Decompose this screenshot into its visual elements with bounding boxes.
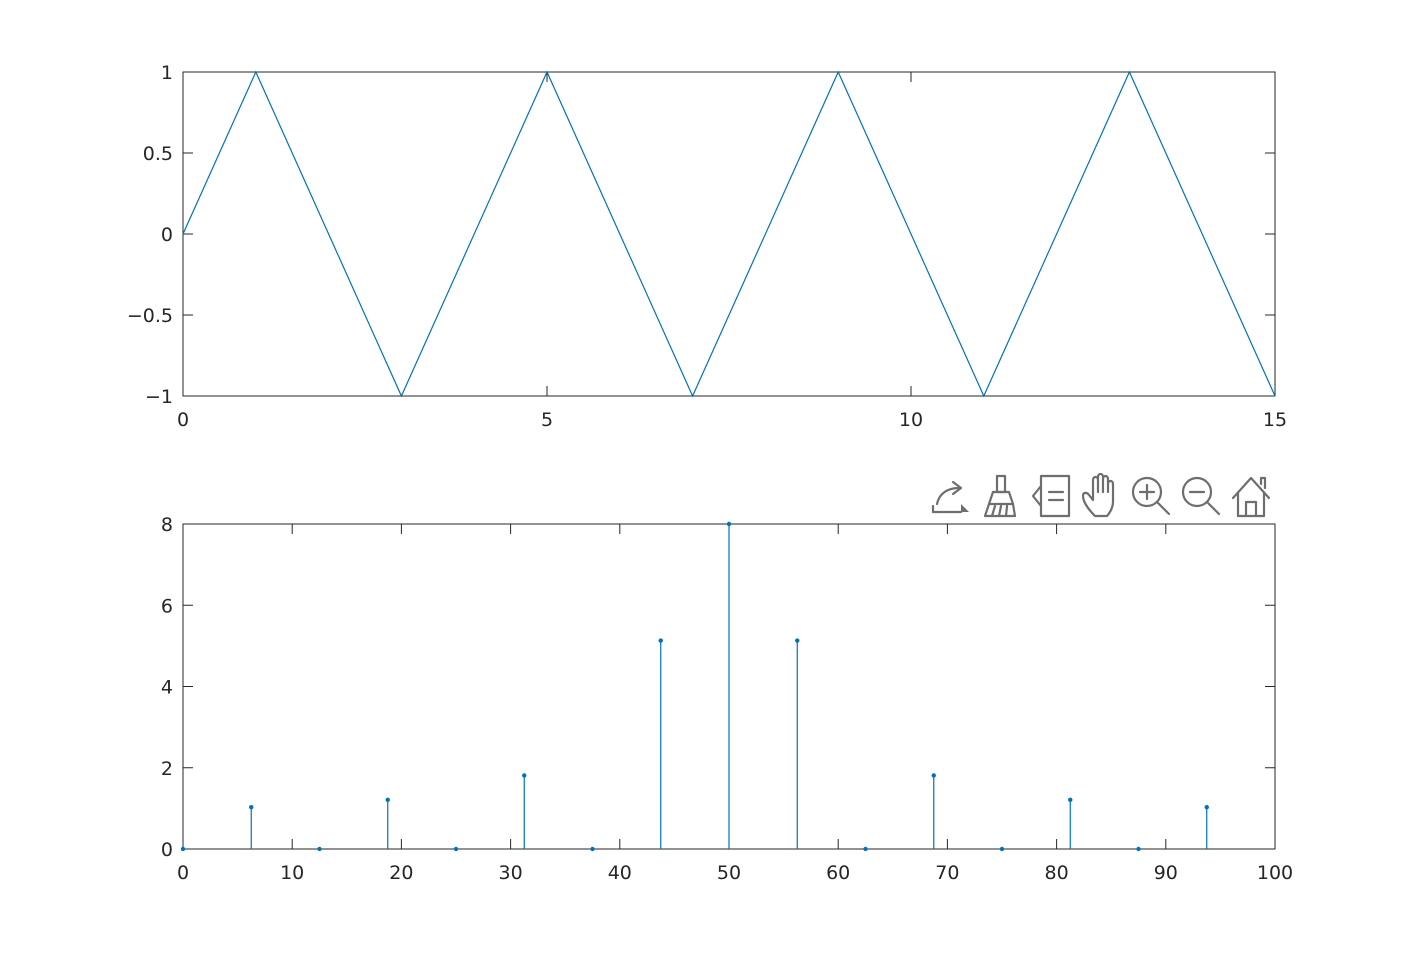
stem-marker — [1068, 798, 1072, 802]
axes-toolbar — [929, 474, 1273, 518]
y-tick-label: 1 — [161, 62, 173, 84]
stem-marker — [1205, 805, 1209, 809]
x-tick-label: 60 — [826, 862, 850, 884]
stem-marker — [727, 522, 731, 526]
home-icon[interactable] — [1229, 474, 1273, 518]
x-tick-label: 40 — [608, 862, 632, 884]
stem-marker — [454, 847, 458, 851]
y-tick-label: 0 — [161, 839, 173, 861]
zoom-in-icon[interactable] — [1129, 474, 1173, 518]
stem-marker — [386, 798, 390, 802]
x-tick-label: 5 — [541, 409, 553, 431]
x-tick-label: 50 — [717, 862, 741, 884]
y-tick-label: 0 — [161, 224, 173, 246]
x-tick-label: 70 — [935, 862, 959, 884]
x-tick-label: 100 — [1257, 862, 1293, 884]
stem-marker — [863, 847, 867, 851]
triangle-wave-line — [183, 72, 1275, 396]
x-tick-label: 30 — [499, 862, 523, 884]
y-tick-label: 8 — [161, 514, 173, 536]
axes-frame — [183, 72, 1275, 396]
stem-marker — [1000, 847, 1004, 851]
legend-icon[interactable] — [1029, 474, 1073, 518]
x-tick-label: 0 — [177, 409, 189, 431]
x-tick-label: 90 — [1154, 862, 1178, 884]
y-tick-label: 4 — [161, 677, 173, 699]
y-tick-label: −1 — [145, 386, 173, 408]
data-brush-icon[interactable] — [979, 474, 1023, 518]
zoom-out-icon[interactable] — [1179, 474, 1223, 518]
x-tick-label: 10 — [899, 409, 923, 431]
y-tick-label: 2 — [161, 758, 173, 780]
bottom-axes[interactable]: 0 10 20 30 40 50 60 70 80 90 100 0 2 4 6 8 — [161, 514, 1293, 884]
x-tick-label: 80 — [1045, 862, 1069, 884]
x-tick-label: 0 — [177, 862, 189, 884]
pan-icon-hitbox[interactable] — [1079, 474, 1123, 518]
stem-marker — [522, 773, 526, 777]
stem-marker — [659, 638, 663, 642]
pan-icon[interactable] — [1079, 474, 1123, 518]
y-tick-label: −0.5 — [127, 305, 173, 327]
stem-marker — [795, 638, 799, 642]
y-tick-label: 0.5 — [143, 143, 173, 165]
stem-marker — [249, 805, 253, 809]
x-tick-label: 10 — [280, 862, 304, 884]
stem-marker — [590, 847, 594, 851]
edit-plot-icon[interactable] — [929, 474, 973, 518]
stem-marker — [181, 847, 185, 851]
y-tick-label: 6 — [161, 595, 173, 617]
stem-marker — [1136, 847, 1140, 851]
stem-marker — [317, 847, 321, 851]
x-tick-label: 20 — [389, 862, 413, 884]
stem-marker — [932, 773, 936, 777]
x-tick-label: 15 — [1263, 409, 1287, 431]
legend-icon-hitbox[interactable] — [1029, 474, 1073, 518]
top-axes[interactable]: 0 5 10 15 −1 −0.5 0 0.5 1 — [127, 62, 1287, 431]
